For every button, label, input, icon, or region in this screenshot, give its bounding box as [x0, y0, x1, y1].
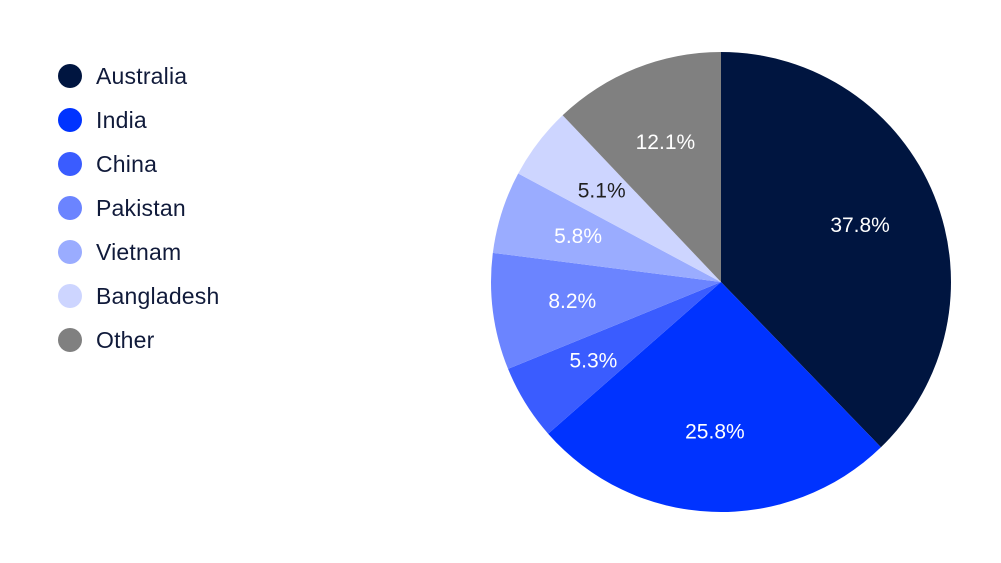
- legend-label: India: [96, 106, 147, 133]
- legend-swatch: [58, 240, 82, 264]
- legend-swatch: [58, 284, 82, 308]
- legend-item-other: Other: [58, 318, 220, 362]
- legend-label: Bangladesh: [96, 282, 220, 309]
- pie-slice-china: [508, 282, 721, 434]
- legend-label: Other: [96, 326, 155, 353]
- legend-item-bangladesh: Bangladesh: [58, 274, 220, 318]
- legend-item-india: India: [58, 98, 220, 142]
- pie-slice-label-pakistan: 8.2%: [548, 290, 596, 313]
- pie-slice-australia: [721, 52, 951, 448]
- legend-swatch: [58, 64, 82, 88]
- pie-slice-bangladesh: [518, 115, 721, 283]
- pie-slice-other: [562, 52, 721, 282]
- legend-swatch: [58, 108, 82, 132]
- legend-swatch: [58, 196, 82, 220]
- pie-slice-vietnam: [492, 173, 721, 282]
- legend-item-vietnam: Vietnam: [58, 230, 220, 274]
- legend-swatch: [58, 152, 82, 176]
- chart-legend: Australia India China Pakistan Vietnam Bangla…: [58, 54, 220, 362]
- pie-slice-label-other: 12.1%: [636, 131, 696, 154]
- pie-slice-pakistan: [491, 252, 721, 369]
- legend-label: Pakistan: [96, 194, 186, 221]
- pie-slice-label-australia: 37.8%: [830, 214, 890, 237]
- pie-slice-label-vietnam: 5.8%: [554, 225, 602, 248]
- legend-label: China: [96, 150, 158, 177]
- legend-item-australia: Australia: [58, 54, 220, 98]
- legend-item-china: China: [58, 142, 220, 186]
- pie-slice-label-china: 5.3%: [569, 349, 617, 372]
- pie-slice-india: [548, 282, 881, 512]
- pie-slice-label-bangladesh: 5.1%: [578, 180, 626, 203]
- legend-label: Vietnam: [96, 238, 182, 265]
- legend-swatch: [58, 328, 82, 352]
- legend-item-pakistan: Pakistan: [58, 186, 220, 230]
- legend-label: Australia: [96, 62, 188, 89]
- pie-slice-label-india: 25.8%: [685, 420, 745, 443]
